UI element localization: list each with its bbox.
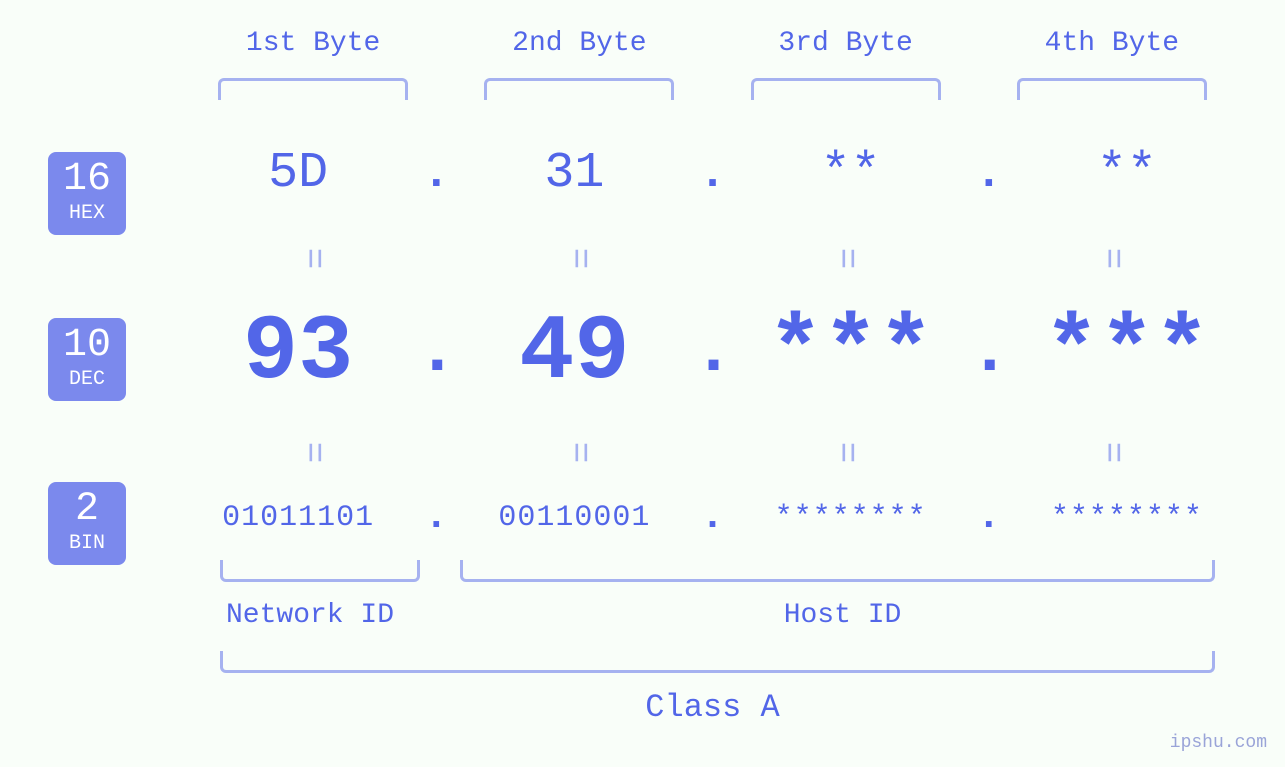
- dot-icon: .: [969, 148, 1009, 200]
- bracket-top-1: [180, 78, 446, 100]
- base-badge-dec-num: 10: [48, 326, 126, 366]
- host-id-label: Host ID: [440, 600, 1245, 631]
- base-badge-dec-label: DEC: [48, 368, 126, 391]
- base-badge-bin-num: 2: [48, 490, 126, 530]
- equals-row-1: = = = =: [180, 238, 1245, 279]
- base-badge-hex-num: 16: [48, 160, 126, 200]
- network-id-label: Network ID: [180, 600, 440, 631]
- net-host-labels: Network ID Host ID: [180, 600, 1245, 631]
- hex-row: 5D . 31 . ** . **: [180, 145, 1245, 202]
- equals-icon: =: [1091, 319, 1132, 585]
- ip-diagram: 1st Byte 2nd Byte 3rd Byte 4th Byte 16 H…: [0, 0, 1285, 767]
- network-id-bracket: [220, 560, 420, 582]
- base-badge-hex: 16 HEX: [48, 152, 126, 235]
- bin-byte-2: 00110001: [456, 501, 692, 535]
- bottom-brackets: Network ID Host ID Class A: [180, 560, 1245, 726]
- dec-row: 93 . 49 . *** . ***: [180, 300, 1245, 405]
- base-badge-hex-label: HEX: [48, 202, 126, 225]
- equals-icon: =: [825, 319, 866, 585]
- bin-byte-4: ********: [1009, 501, 1245, 535]
- dot-icon: .: [693, 495, 733, 540]
- bin-byte-3: ********: [733, 501, 969, 535]
- dot-icon: .: [693, 313, 733, 392]
- class-label: Class A: [180, 689, 1245, 726]
- dot-icon: .: [969, 495, 1009, 540]
- dot-icon: .: [969, 313, 1009, 392]
- equals-icon: =: [293, 319, 334, 585]
- base-badge-bin: 2 BIN: [48, 482, 126, 565]
- byte-headers-row: 1st Byte 2nd Byte 3rd Byte 4th Byte: [180, 28, 1245, 59]
- equals-icon: =: [559, 319, 600, 585]
- byte-header-1: 1st Byte: [180, 28, 446, 59]
- base-badge-bin-label: BIN: [48, 532, 126, 555]
- bracket-top-4: [979, 78, 1245, 100]
- bracket-top-3: [713, 78, 979, 100]
- equals-row-2: = = = =: [180, 432, 1245, 473]
- dot-icon: .: [416, 495, 456, 540]
- net-host-brackets: [180, 560, 1245, 582]
- bracket-top-2: [446, 78, 712, 100]
- top-brackets: [180, 78, 1245, 100]
- byte-header-4: 4th Byte: [979, 28, 1245, 59]
- bin-byte-1: 01011101: [180, 501, 416, 535]
- byte-header-2: 2nd Byte: [446, 28, 712, 59]
- bin-row: 01011101 . 00110001 . ******** . *******…: [180, 495, 1245, 540]
- dot-icon: .: [416, 313, 456, 392]
- dot-icon: .: [693, 148, 733, 200]
- class-bracket: [220, 651, 1215, 673]
- watermark: ipshu.com: [1170, 733, 1267, 753]
- byte-header-3: 3rd Byte: [713, 28, 979, 59]
- dot-icon: .: [416, 148, 456, 200]
- base-badge-dec: 10 DEC: [48, 318, 126, 401]
- host-id-bracket: [460, 560, 1215, 582]
